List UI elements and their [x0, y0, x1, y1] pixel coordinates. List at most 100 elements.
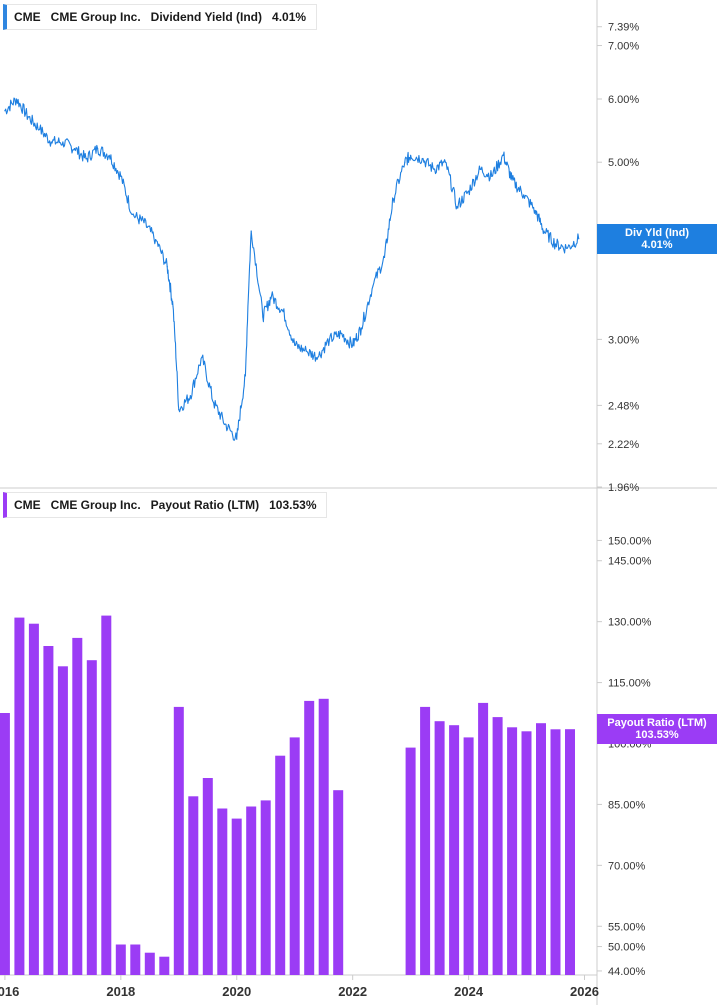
top-legend-company: CME Group Inc.: [50, 10, 141, 24]
dividend-yield-point: [578, 238, 580, 240]
dividend-yield-point: [120, 175, 122, 177]
top-legend[interactable]: CME CME Group Inc. Dividend Yield (Ind) …: [3, 4, 318, 30]
dividend-yield-point: [62, 141, 64, 143]
bottom-legend-ticker: CME: [14, 498, 41, 512]
dividend-yield-point: [178, 409, 180, 411]
dividend-yield-point: [166, 266, 168, 268]
dividend-yield-point: [340, 333, 342, 335]
payout-ratio-bar: [0, 713, 10, 975]
payout-ratio-bar: [43, 646, 54, 975]
payout-ratio-bar: [86, 660, 97, 975]
payout-ratio-bar: [492, 717, 503, 975]
bottom-y-tick-label: 50.00%: [608, 942, 646, 954]
payout-badge-label: Payout Ratio (LTM): [607, 717, 707, 730]
dividend-yield-point: [282, 311, 284, 313]
dividend-yield-point: [328, 338, 331, 340]
dividend-yield-point: [262, 316, 264, 318]
payout-ratio-bar: [333, 790, 344, 975]
dividend-yield-point: [305, 350, 307, 352]
payout-ratio-bar: [173, 706, 184, 975]
top-y-tick-label: 7.39%: [608, 22, 639, 34]
dividend-yield-point: [244, 375, 247, 377]
payout-ratio-bar: [550, 729, 561, 975]
payout-ratio-bar: [420, 706, 431, 975]
dividend-yield-point: [383, 256, 386, 258]
bottom-y-axis: 150.00%145.00%130.00%115.00%100.00%85.00…: [597, 535, 652, 978]
payout-ratio-bar: [565, 729, 575, 975]
dividend-yield-point: [73, 148, 76, 150]
dividend-yield-point: [317, 356, 319, 358]
dividend-yield-point: [294, 344, 296, 346]
dividend-yield-point: [250, 230, 252, 232]
payout-ratio-bar: [130, 944, 141, 975]
bottom-y-tick-label: 55.00%: [608, 921, 646, 933]
dividend-yield-point: [50, 141, 52, 143]
x-tick-label: 2026: [570, 984, 599, 999]
bottom-legend[interactable]: CME CME Group Inc. Payout Ratio (LTM) 10…: [3, 492, 328, 518]
payout-ratio-bar: [159, 956, 170, 975]
dividend-yield-point: [566, 247, 568, 249]
x-tick-label: 2018: [106, 984, 135, 999]
x-axis: 2016 2018 2020 2022 2024 2026: [0, 975, 599, 999]
dividend-yield-point: [189, 395, 191, 397]
payout-ratio-plot: [0, 615, 575, 975]
top-y-tick-label: 2.22%: [608, 439, 639, 451]
payout-ratio-bar: [521, 731, 532, 975]
payout-ratio-bar: [449, 725, 460, 975]
dividend-yield-point: [85, 158, 87, 160]
payout-ratio-bar: [463, 737, 474, 975]
payout-ratio-bar: [246, 806, 257, 975]
top-y-axis: 7.39% 7.00% 6.00% 5.00% 3.00% 2.48% 2.22% 1.96%: [597, 22, 639, 494]
payout-ratio-bar: [275, 755, 286, 975]
bottom-legend-value: 103.53%: [269, 498, 317, 512]
payout-ratio-bar: [14, 617, 25, 975]
payout-ratio-bar: [217, 808, 228, 975]
dividend-yield-point: [108, 154, 110, 156]
dividend-yield-point: [15, 98, 18, 100]
bottom-y-tick-label: 150.00%: [608, 535, 652, 547]
payout-ratio-bar: [57, 666, 68, 975]
dividend-yield-point: [511, 179, 513, 181]
div-yield-current-badge: Div Yld (Ind) 4.01%: [597, 223, 717, 254]
dividend-yield-point: [224, 423, 226, 425]
top-legend-metric: Dividend Yield (Ind): [150, 10, 263, 24]
payout-ratio-bar: [478, 702, 489, 975]
top-y-tick-label: 1.96%: [608, 482, 639, 494]
dividend-yield-point: [360, 327, 362, 329]
payout-ratio-bar: [304, 700, 315, 975]
payout-ratio-bar: [318, 698, 329, 975]
payout-ratio-bar: [202, 778, 213, 975]
bottom-legend-company: CME Group Inc.: [50, 498, 141, 512]
payout-ratio-bar: [260, 800, 271, 975]
bottom-legend-metric: Payout Ratio (LTM): [150, 498, 260, 512]
dividend-yield-point: [212, 402, 215, 404]
bottom-y-tick-label: 85.00%: [608, 799, 646, 811]
payout-ratio-bar: [28, 623, 39, 975]
payout-ratio-bar: [188, 796, 199, 975]
payout-ratio-bar: [289, 737, 300, 975]
dividend-yield-point: [4, 110, 6, 112]
top-legend-value: 4.01%: [272, 10, 307, 24]
dividend-yield-point: [410, 154, 412, 156]
dividend-yield-point: [27, 116, 29, 118]
dividend-yield-point: [421, 158, 423, 160]
dividend-yield-point: [543, 230, 545, 232]
dividend-yield-point: [523, 194, 525, 196]
x-tick-label: 2024: [454, 984, 484, 999]
dividend-yield-plot: [4, 97, 580, 441]
dividend-yield-point: [39, 128, 41, 130]
div-yield-badge-value: 4.01%: [641, 238, 673, 251]
dividend-yield-point: [131, 213, 134, 216]
dividend-yield-point: [554, 243, 557, 245]
top-y-tick-label: 3.00%: [608, 334, 639, 346]
top-y-tick-label: 5.00%: [608, 157, 639, 169]
payout-ratio-bar: [434, 721, 445, 975]
dividend-yield-point: [467, 190, 470, 192]
payout-ratio-bar: [144, 952, 155, 975]
dividend-yield-point: [392, 198, 394, 200]
bottom-y-tick-label: 145.00%: [608, 556, 652, 568]
div-yield-badge-label: Div Yld (Ind): [625, 226, 689, 239]
dividend-yield-point: [201, 356, 203, 358]
bottom-y-tick-label: 70.00%: [608, 860, 646, 872]
